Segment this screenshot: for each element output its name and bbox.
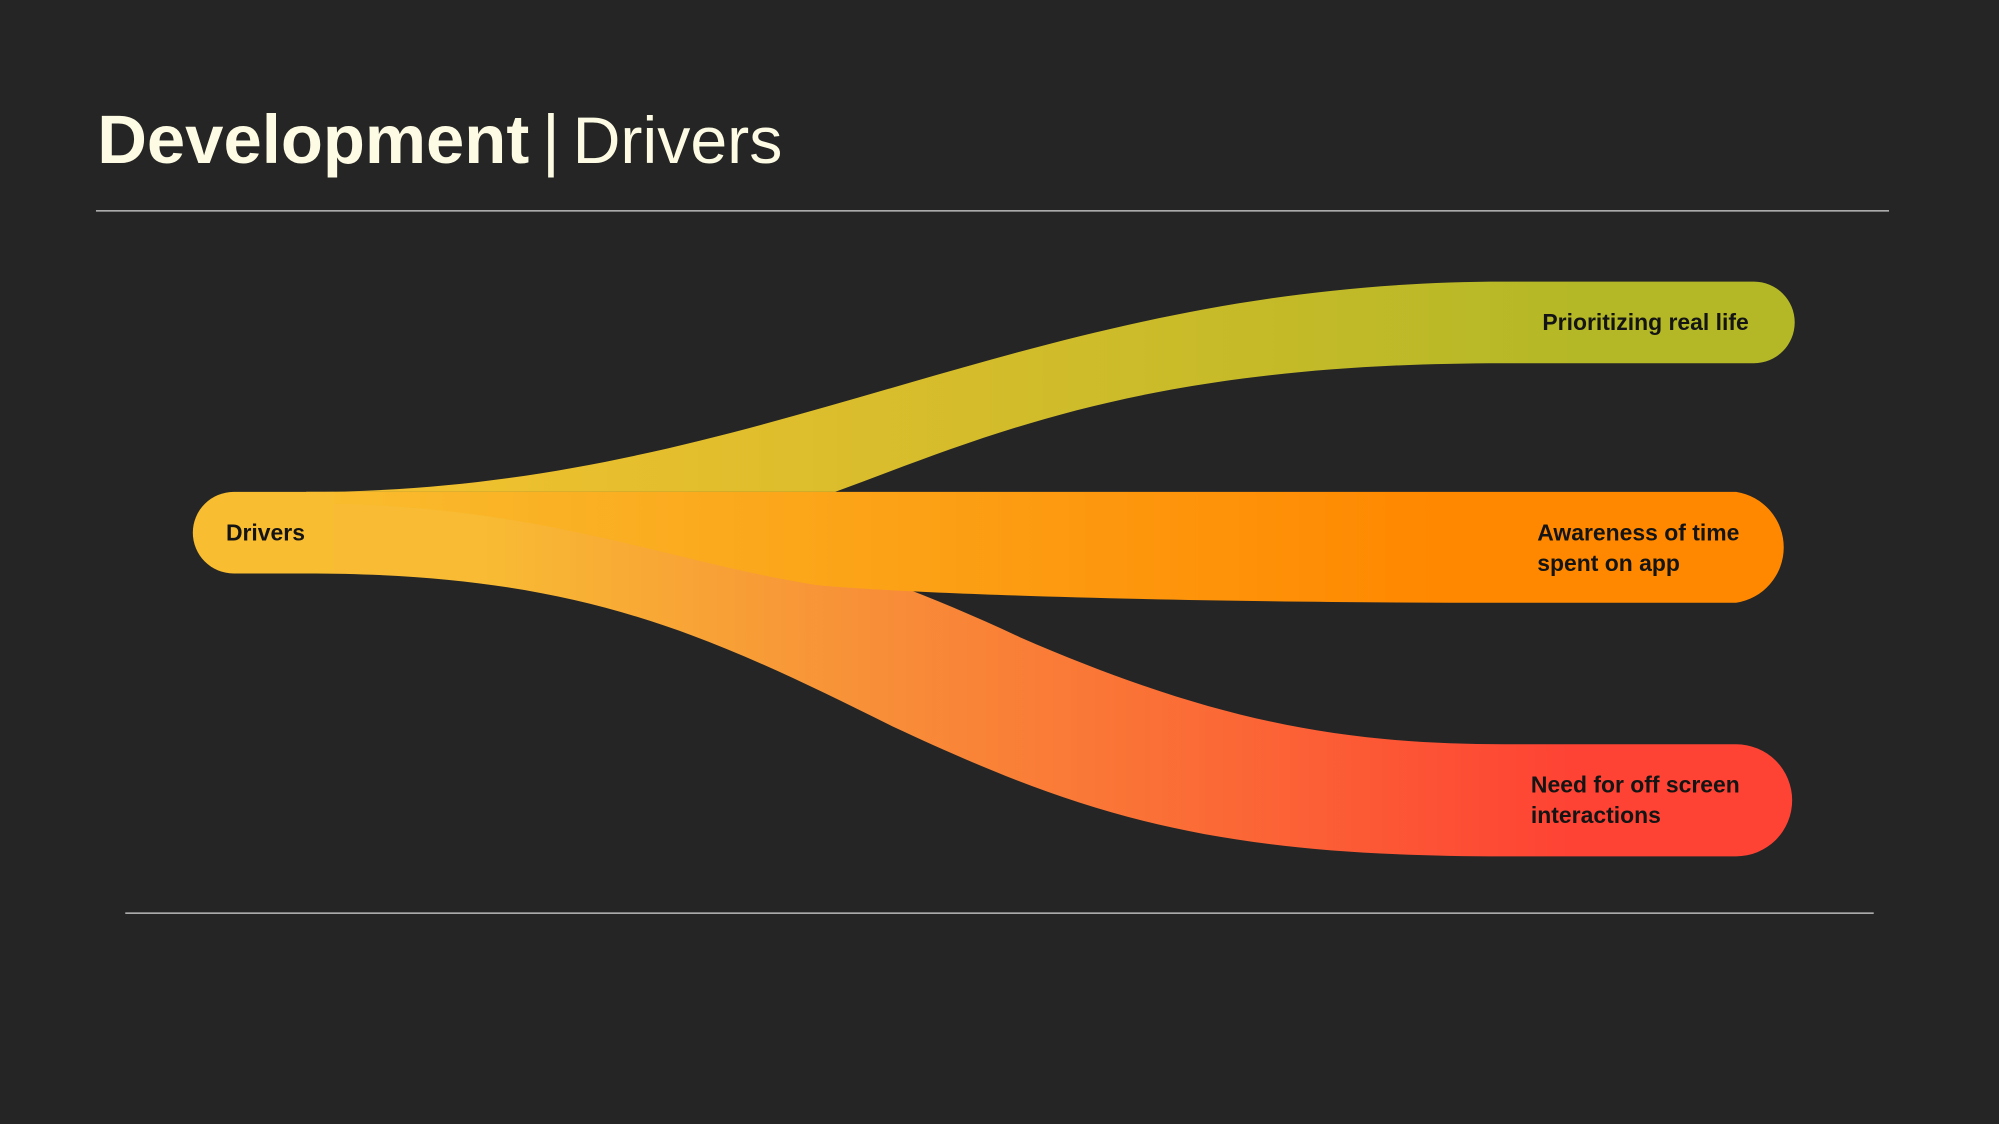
target-line: spent on app — [1537, 550, 1680, 576]
target-label: Awareness of time spent on app — [1537, 519, 1746, 576]
flow-middle — [306, 491, 1784, 603]
title-bold: Development — [97, 101, 529, 178]
title-divider: | — [542, 101, 560, 178]
title: Development | Drivers — [97, 101, 782, 178]
target-label: Prioritizing real life — [1542, 309, 1748, 335]
source-label: Drivers — [226, 519, 305, 545]
title-subtitle: Drivers — [573, 104, 783, 178]
flow-top — [306, 281, 1795, 492]
source-node — [192, 491, 335, 574]
flow-bottom — [306, 491, 1793, 857]
target-line: Awareness of time — [1537, 519, 1739, 545]
target-line: Prioritizing real life — [1542, 309, 1748, 335]
target-label: Need for off screen interactions — [1531, 772, 1746, 829]
target-line: interactions — [1531, 802, 1661, 828]
target-line: Need for off screen — [1531, 772, 1740, 798]
